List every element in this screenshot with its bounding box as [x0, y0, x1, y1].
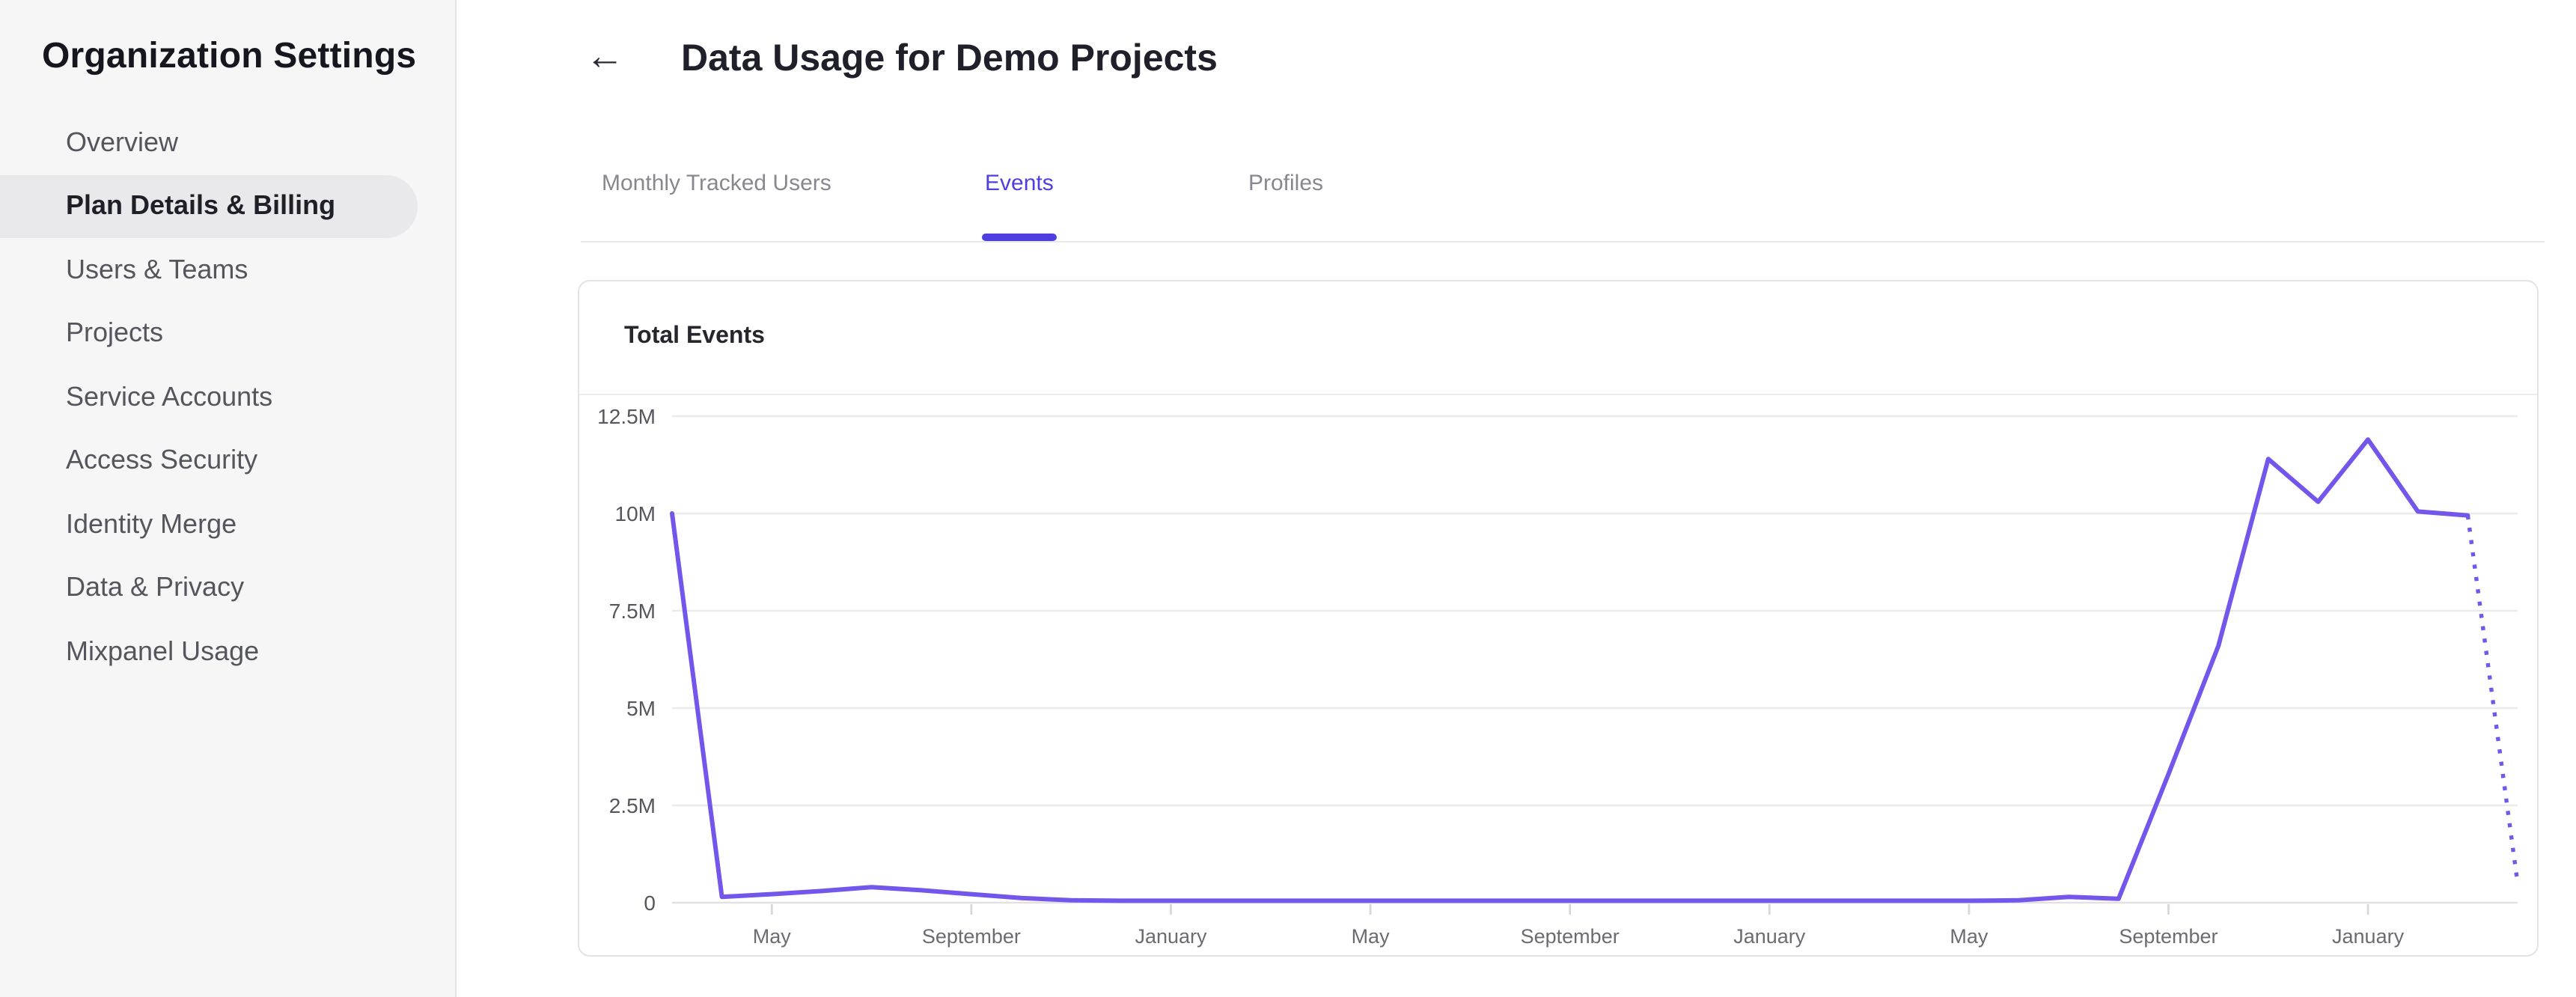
chart-line-solid [670, 437, 2470, 903]
active-tab-indicator [982, 234, 1057, 240]
total-events-line-chart: 12.5M 10M 7.5M 5M 2.5M 0 May September January Ma… [597, 405, 2520, 948]
y-axis-label: 7.5M [609, 600, 656, 623]
chart-area: 12.5M 10M 7.5M 5M 2.5M 0 May September January Ma… [579, 395, 2537, 958]
main-content: ← Data Usage for Demo Projects Monthly T… [457, 0, 2576, 997]
sidebar-item-projects[interactable]: Projects [66, 317, 164, 348]
x-axis-label: September [922, 925, 1021, 948]
total-events-card: Total Events 12.5M 10M 7.5M 5M 2.5M 0 May Septe… [578, 280, 2539, 957]
chart-line-projected-dotted [2465, 515, 2520, 884]
page-title: Data Usage for Demo Projects [681, 37, 1218, 79]
sidebar-item-overview[interactable]: Overview [66, 126, 179, 157]
sidebar-title: Organization Settings [42, 36, 417, 76]
y-axis-label: 2.5M [609, 794, 656, 817]
card-header: Total Events [579, 281, 2537, 395]
org-settings-sidebar: Organization Settings Overview Plan Detai… [0, 0, 457, 997]
sidebar-item-data-privacy[interactable]: Data & Privacy [66, 572, 245, 603]
back-arrow-icon[interactable]: ← [585, 33, 624, 78]
tab-events[interactable]: Events [985, 171, 1054, 196]
x-axis-label: January [2332, 925, 2405, 948]
tab-divider [581, 240, 2545, 242]
sidebar-item-plan-details-billing[interactable]: Plan Details & Billing [0, 174, 418, 238]
y-axis-label: 10M [615, 502, 656, 525]
x-axis-label: September [1521, 925, 1620, 948]
sidebar-item-identity-merge[interactable]: Identity Merge [66, 508, 237, 539]
y-axis-label: 0 [644, 891, 656, 915]
x-axis-label: May [1352, 925, 1391, 948]
y-axis-label: 12.5M [597, 405, 656, 428]
x-axis-label: January [1135, 925, 1207, 948]
x-axis-label: September [2119, 925, 2218, 948]
sidebar-item-service-accounts[interactable]: Service Accounts [66, 381, 273, 412]
x-axis-label: January [1733, 925, 1806, 948]
y-axis-label: 5M [626, 697, 656, 720]
card-title: Total Events [624, 323, 765, 349]
x-axis-label: May [753, 925, 792, 948]
org-settings-nav: Overview Plan Details & Billing Users & Te… [0, 111, 455, 683]
sidebar-item-users-teams[interactable]: Users & Teams [66, 254, 248, 284]
x-axis-label: May [1950, 925, 1989, 948]
sidebar-item-mixpanel-usage[interactable]: Mixpanel Usage [66, 635, 260, 666]
tab-profiles[interactable]: Profiles [1248, 171, 1324, 196]
tab-monthly-tracked-users[interactable]: Monthly Tracked Users [602, 171, 831, 196]
sidebar-item-access-security[interactable]: Access Security [66, 445, 258, 475]
